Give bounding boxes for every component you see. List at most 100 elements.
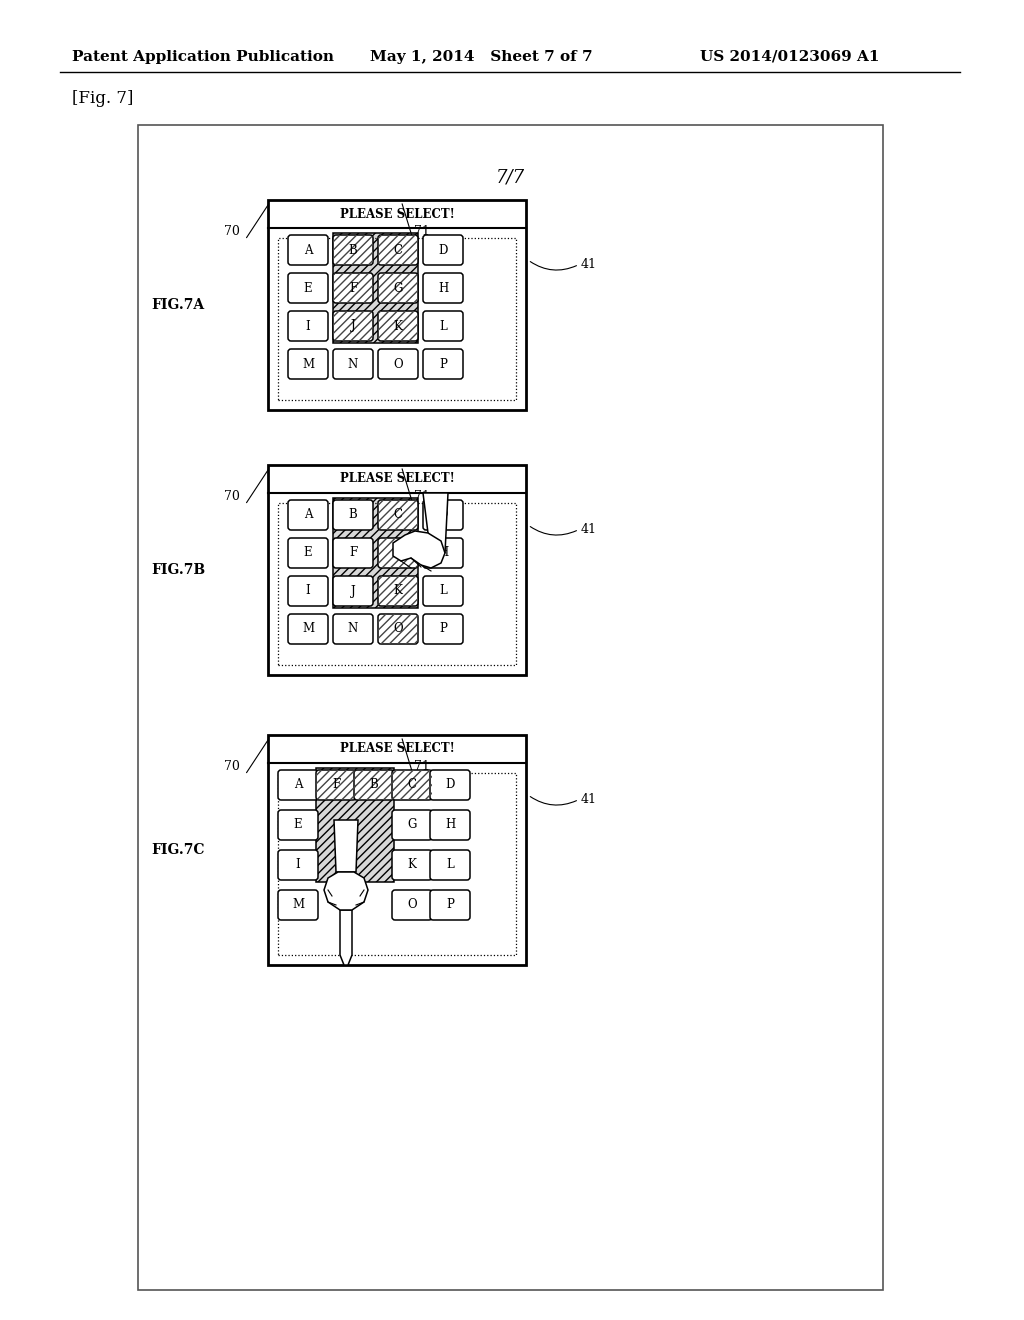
Text: I: I — [305, 585, 310, 598]
Text: M: M — [302, 623, 314, 635]
FancyBboxPatch shape — [423, 348, 463, 379]
Text: B: B — [348, 508, 357, 521]
Text: F: F — [349, 281, 357, 294]
FancyBboxPatch shape — [423, 539, 463, 568]
Bar — [333, 234, 418, 343]
Text: PLEASE SELECT!: PLEASE SELECT! — [340, 742, 455, 755]
FancyBboxPatch shape — [288, 576, 328, 606]
Text: J: J — [350, 585, 355, 598]
Bar — [278, 503, 516, 665]
Text: O: O — [408, 899, 417, 912]
Text: K: K — [408, 858, 417, 871]
Text: 70: 70 — [224, 490, 240, 503]
Text: 70: 70 — [224, 760, 240, 774]
FancyBboxPatch shape — [378, 614, 418, 644]
Text: H: H — [438, 546, 449, 560]
FancyBboxPatch shape — [423, 235, 463, 265]
Text: K: K — [393, 319, 402, 333]
Text: J: J — [350, 319, 355, 333]
Text: N: N — [348, 358, 358, 371]
FancyBboxPatch shape — [392, 890, 432, 920]
Text: PLEASE SELECT!: PLEASE SELECT! — [340, 473, 455, 486]
Bar — [268, 465, 526, 675]
FancyBboxPatch shape — [430, 890, 470, 920]
Bar — [333, 498, 418, 609]
Text: 71: 71 — [414, 490, 430, 503]
Text: 41: 41 — [581, 793, 597, 807]
Text: FIG.7C: FIG.7C — [152, 843, 205, 857]
FancyBboxPatch shape — [333, 539, 373, 568]
Bar — [268, 201, 526, 411]
FancyBboxPatch shape — [378, 312, 418, 341]
Text: C: C — [408, 779, 417, 792]
Text: F: F — [332, 779, 340, 792]
Text: 71: 71 — [414, 760, 430, 774]
Text: [Fig. 7]: [Fig. 7] — [72, 90, 133, 107]
Text: FIG.7A: FIG.7A — [152, 298, 205, 312]
Text: O: O — [393, 358, 402, 371]
FancyBboxPatch shape — [288, 235, 328, 265]
Text: PLEASE SELECT!: PLEASE SELECT! — [340, 207, 455, 220]
FancyBboxPatch shape — [288, 312, 328, 341]
FancyBboxPatch shape — [333, 576, 373, 606]
FancyBboxPatch shape — [333, 312, 373, 341]
FancyBboxPatch shape — [333, 235, 373, 265]
Text: E: E — [304, 281, 312, 294]
FancyBboxPatch shape — [333, 348, 373, 379]
FancyBboxPatch shape — [278, 770, 318, 800]
Text: B: B — [348, 243, 357, 256]
Text: E: E — [294, 818, 302, 832]
FancyBboxPatch shape — [378, 273, 418, 304]
Text: US 2014/0123069 A1: US 2014/0123069 A1 — [700, 50, 880, 63]
Polygon shape — [393, 531, 445, 568]
FancyBboxPatch shape — [423, 273, 463, 304]
Text: L: L — [439, 319, 446, 333]
Text: I: I — [296, 858, 300, 871]
Text: May 1, 2014   Sheet 7 of 7: May 1, 2014 Sheet 7 of 7 — [370, 50, 593, 63]
Text: B: B — [370, 779, 379, 792]
Text: I: I — [305, 319, 310, 333]
FancyBboxPatch shape — [333, 614, 373, 644]
Text: G: G — [393, 546, 402, 560]
Text: K: K — [393, 585, 402, 598]
Text: G: G — [393, 281, 402, 294]
Text: C: C — [393, 243, 402, 256]
Bar — [268, 735, 526, 965]
FancyBboxPatch shape — [288, 614, 328, 644]
Text: A: A — [304, 243, 312, 256]
FancyBboxPatch shape — [392, 850, 432, 880]
Text: 7/7: 7/7 — [496, 168, 524, 186]
FancyBboxPatch shape — [378, 500, 418, 531]
FancyBboxPatch shape — [423, 576, 463, 606]
Polygon shape — [324, 873, 368, 909]
FancyBboxPatch shape — [316, 770, 356, 800]
Text: C: C — [393, 508, 402, 521]
FancyBboxPatch shape — [378, 235, 418, 265]
Text: M: M — [302, 358, 314, 371]
Text: A: A — [304, 508, 312, 521]
Text: A: A — [294, 779, 302, 792]
Bar — [278, 238, 516, 400]
Text: M: M — [292, 899, 304, 912]
FancyBboxPatch shape — [288, 273, 328, 304]
FancyBboxPatch shape — [378, 539, 418, 568]
Polygon shape — [334, 820, 358, 873]
FancyBboxPatch shape — [288, 348, 328, 379]
Text: P: P — [446, 899, 454, 912]
FancyBboxPatch shape — [423, 312, 463, 341]
FancyBboxPatch shape — [430, 850, 470, 880]
FancyBboxPatch shape — [354, 770, 394, 800]
Text: 41: 41 — [581, 523, 597, 536]
FancyBboxPatch shape — [423, 614, 463, 644]
FancyBboxPatch shape — [288, 500, 328, 531]
Text: FIG.7B: FIG.7B — [151, 564, 205, 577]
Text: 71: 71 — [414, 224, 430, 238]
Text: D: D — [438, 508, 447, 521]
FancyBboxPatch shape — [378, 348, 418, 379]
Bar — [278, 774, 516, 954]
FancyBboxPatch shape — [278, 850, 318, 880]
Text: E: E — [304, 546, 312, 560]
Polygon shape — [423, 492, 449, 553]
FancyBboxPatch shape — [278, 890, 318, 920]
Text: D: D — [438, 243, 447, 256]
